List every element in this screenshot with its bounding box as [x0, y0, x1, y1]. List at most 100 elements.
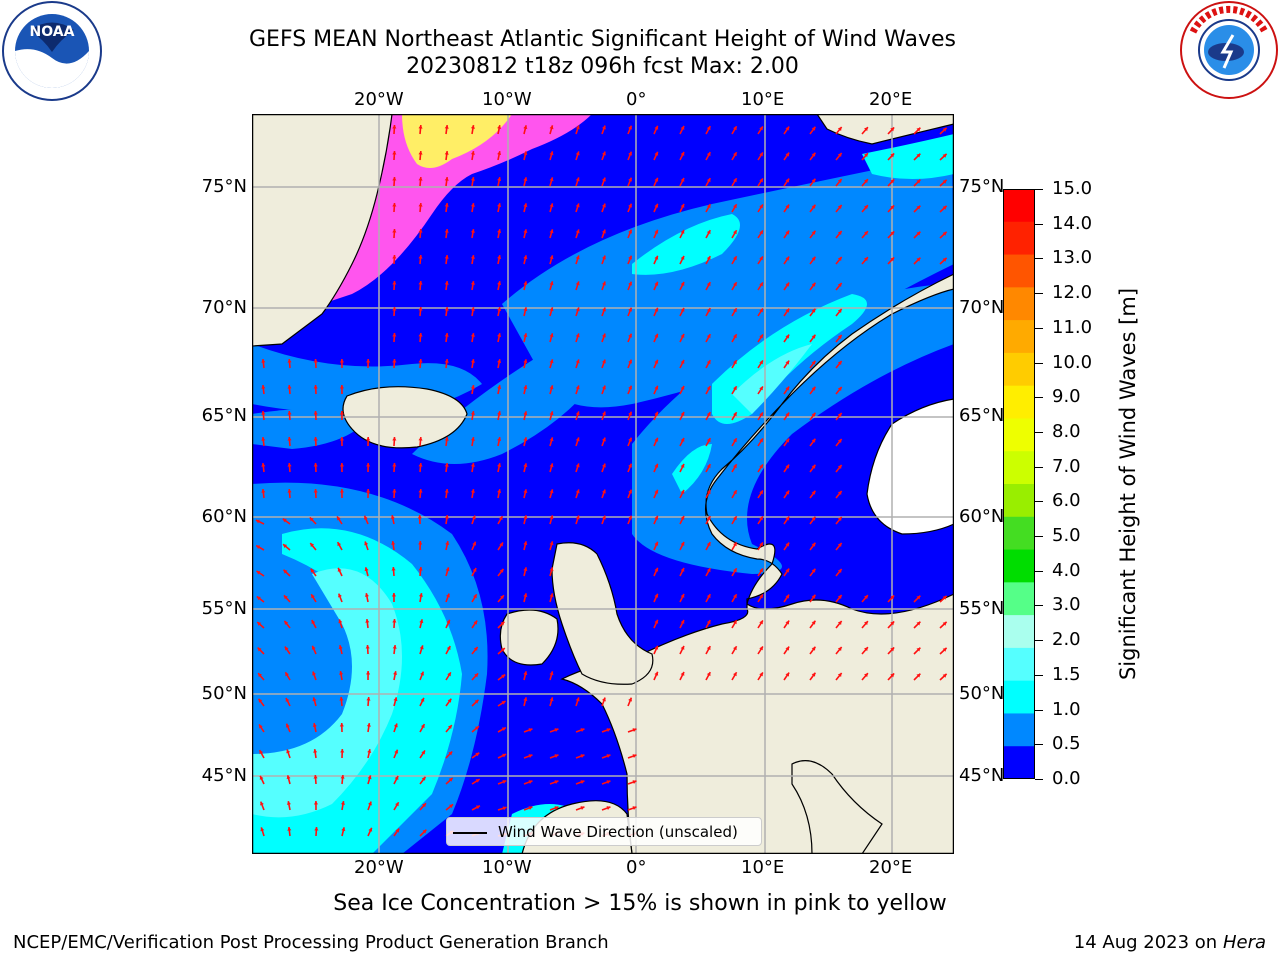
direction-arrowhead — [654, 515, 659, 520]
direction-arrowhead — [606, 728, 611, 733]
direction-arrowhead — [680, 255, 685, 260]
direction-arrowhead — [942, 205, 947, 210]
direction-arrowhead — [680, 671, 685, 676]
colorbar-tick: 3.0 — [1052, 594, 1081, 616]
direction-arrowhead — [733, 490, 737, 495]
direction-arrowhead — [287, 437, 292, 441]
direction-arrowhead — [393, 723, 398, 728]
direction-arrowhead — [549, 255, 554, 260]
direction-arrowhead — [733, 282, 737, 287]
direction-arrowhead — [259, 750, 264, 755]
direction-arrowhead — [811, 412, 816, 417]
direction-arrowhead — [680, 645, 685, 650]
direction-arrowhead — [339, 723, 344, 727]
direction-arrowhead — [680, 203, 685, 208]
colorbar-tick-mark — [1035, 674, 1043, 676]
colorbar-tick-mark — [1035, 327, 1043, 329]
direction-arrowhead — [364, 593, 369, 597]
direction-arrowhead — [418, 359, 423, 363]
direction-arrowhead — [523, 437, 528, 442]
direction-arrowhead — [942, 231, 947, 236]
direction-arrowhead — [364, 567, 369, 572]
direction-arrowhead — [785, 646, 790, 651]
direction-arrowhead — [632, 754, 637, 759]
direction-arrowhead — [312, 671, 317, 676]
direction-arrowhead — [339, 385, 344, 389]
lon-tick-bottom-20e: 20°E — [869, 857, 913, 878]
direction-arrowhead — [473, 594, 477, 599]
colorbar-tick: 11.0 — [1052, 316, 1093, 338]
direction-arrowhead — [393, 697, 398, 702]
direction-arrowhead — [261, 489, 266, 493]
direction-arrowhead — [759, 126, 763, 131]
lon-tick-bottom-10w: 10°W — [482, 857, 532, 878]
direction-arrowhead — [418, 437, 423, 441]
direction-arrowhead — [448, 751, 453, 756]
direction-arrowhead — [549, 307, 554, 312]
direction-arrowhead — [283, 544, 288, 548]
date-stamp: 14 Aug 2023 on Hera — [1074, 932, 1266, 953]
noaa-logo: NOAA — [2, 1, 102, 101]
direction-arrowhead — [733, 360, 737, 365]
direction-arrowhead — [785, 308, 790, 313]
direction-arrowhead — [601, 411, 606, 416]
direction-arrowhead — [418, 593, 423, 597]
direction-arrowhead — [864, 595, 868, 600]
direction-arrowhead — [497, 203, 502, 207]
direction-arrowhead — [811, 620, 816, 625]
direction-arrowhead — [339, 437, 344, 441]
direction-arrowhead — [785, 178, 790, 183]
direction-arrowhead — [261, 437, 266, 441]
direction-arrowhead — [680, 593, 685, 598]
direction-arrowhead — [502, 753, 507, 758]
colorbar-tick: 15.0 — [1052, 178, 1093, 199]
direction-arrowhead — [654, 645, 659, 650]
direction-arrowhead — [942, 179, 947, 184]
direction-arrowhead — [864, 673, 868, 678]
lat-tick-left-55n: 55°N — [201, 598, 247, 619]
colorbar-tick-mark — [1035, 536, 1043, 538]
direction-arrowhead — [811, 516, 816, 521]
direction-arrowhead — [283, 569, 288, 574]
direction-arrowhead — [470, 125, 475, 129]
colorbar-swatch — [1003, 254, 1035, 288]
direction-arrowhead — [501, 701, 506, 705]
direction-arrowhead — [864, 647, 868, 652]
direction-arrowhead — [446, 619, 451, 624]
direction-arrowhead — [706, 542, 711, 547]
direction-arrowhead — [759, 308, 763, 313]
lon-tick-top-0: 0° — [626, 89, 647, 110]
direction-arrowhead — [498, 516, 503, 521]
direction-arrowhead — [554, 754, 559, 759]
direction-arrowhead — [260, 801, 264, 806]
direction-arrowhead — [528, 806, 533, 811]
direction-arrowhead — [523, 463, 528, 468]
direction-arrowhead — [418, 333, 423, 337]
direction-arrowhead — [261, 359, 266, 363]
direction-arrowhead — [837, 204, 842, 209]
wave-height-map — [252, 114, 954, 854]
direction-arrowhead — [864, 205, 868, 210]
direction-arrowhead — [811, 490, 816, 495]
direction-arrowhead — [601, 463, 606, 468]
direction-arrowhead — [811, 386, 816, 391]
direction-arrowhead — [392, 333, 397, 337]
colorbar-swatch — [1003, 484, 1035, 518]
direction-arrowhead — [759, 412, 763, 417]
direction-arrowhead — [759, 516, 763, 521]
direction-arrowhead — [785, 412, 790, 417]
lon-tick-top-20e: 20°E — [869, 89, 913, 110]
greenland — [252, 114, 393, 347]
direction-arrowhead — [785, 568, 790, 573]
direction-arrowhead — [654, 281, 659, 286]
direction-arrowhead — [811, 230, 816, 235]
direction-arrowhead — [470, 255, 475, 259]
direction-arrowhead — [811, 308, 816, 313]
direction-arrowhead — [418, 489, 423, 493]
direction-arrowhead — [733, 568, 737, 573]
direction-arrowhead — [811, 204, 816, 209]
direction-arrowhead — [523, 255, 528, 260]
direction-arrowhead — [313, 489, 318, 493]
direction-arrowhead — [444, 203, 449, 207]
direction-arrowhead — [523, 697, 528, 702]
